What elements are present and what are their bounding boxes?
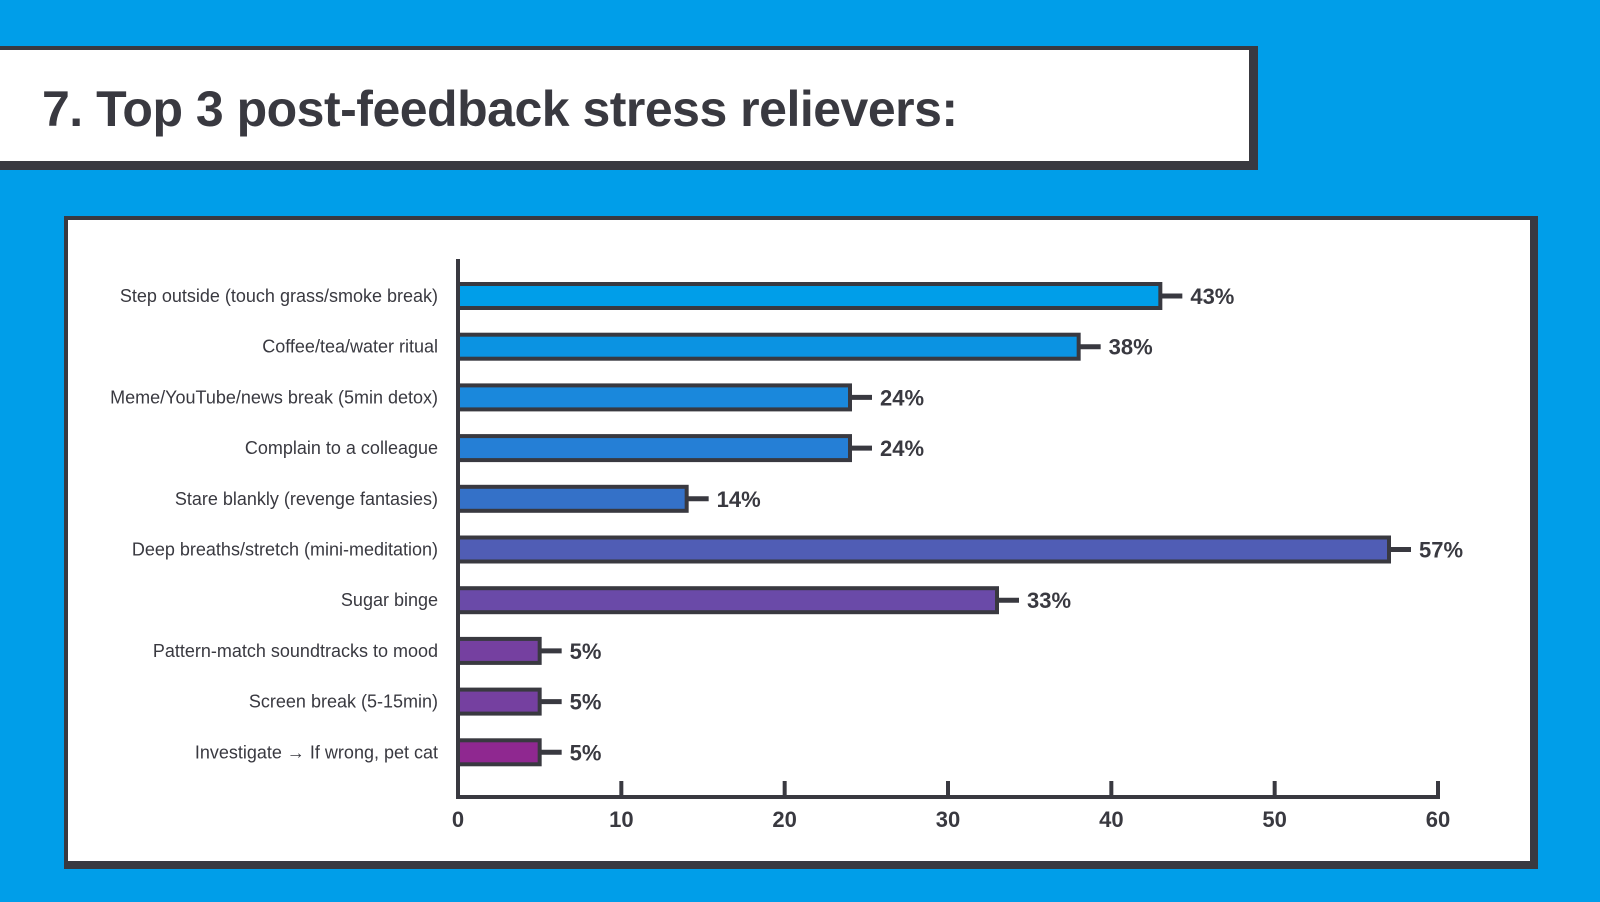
bar — [456, 383, 852, 412]
category-label: Deep breaths/stretch (mini-meditation) — [132, 540, 438, 560]
category-label: Coffee/tea/water ritual — [262, 337, 438, 357]
data-label: 57% — [1419, 538, 1463, 563]
category-label: Investigate → If wrong, pet cat — [195, 742, 438, 762]
data-label: 43% — [1190, 284, 1234, 309]
x-tick-label: 30 — [936, 807, 960, 832]
data-label: 5% — [570, 740, 602, 765]
data-label: 5% — [570, 639, 602, 664]
data-label: 33% — [1027, 588, 1071, 613]
data-label: 5% — [570, 690, 602, 715]
x-tick-label: 20 — [772, 807, 796, 832]
data-label: 14% — [717, 487, 761, 512]
data-label: 38% — [1109, 335, 1153, 360]
category-label: Sugar binge — [341, 590, 438, 610]
bar — [456, 282, 1163, 310]
category-label: Stare blankly (revenge fantasies) — [175, 489, 438, 509]
category-label: Pattern-match soundtracks to mood — [153, 641, 438, 661]
category-label: Screen break (5-15min) — [249, 692, 438, 712]
x-tick-label: 0 — [452, 807, 464, 832]
data-label: 24% — [880, 385, 924, 410]
x-tick-label: 10 — [609, 807, 633, 832]
bar — [456, 484, 689, 513]
x-tick-label: 60 — [1426, 807, 1450, 832]
category-label: Step outside (touch grass/smoke break) — [120, 286, 438, 306]
bar — [456, 738, 542, 767]
x-tick-label: 50 — [1262, 807, 1286, 832]
page-title: 7. Top 3 post-feedback stress relievers: — [42, 81, 958, 137]
bar — [456, 636, 542, 665]
bar — [456, 434, 852, 463]
bar — [456, 687, 542, 716]
category-label: Complain to a colleague — [245, 438, 438, 458]
x-tick-label: 40 — [1099, 807, 1123, 832]
category-label: Meme/YouTube/news break (5min detox) — [110, 387, 438, 407]
bar — [456, 586, 999, 615]
bar — [456, 535, 1391, 564]
data-label: 24% — [880, 436, 924, 461]
title-box: 7. Top 3 post-feedback stress relievers: — [0, 46, 1258, 170]
bar — [456, 332, 1081, 361]
